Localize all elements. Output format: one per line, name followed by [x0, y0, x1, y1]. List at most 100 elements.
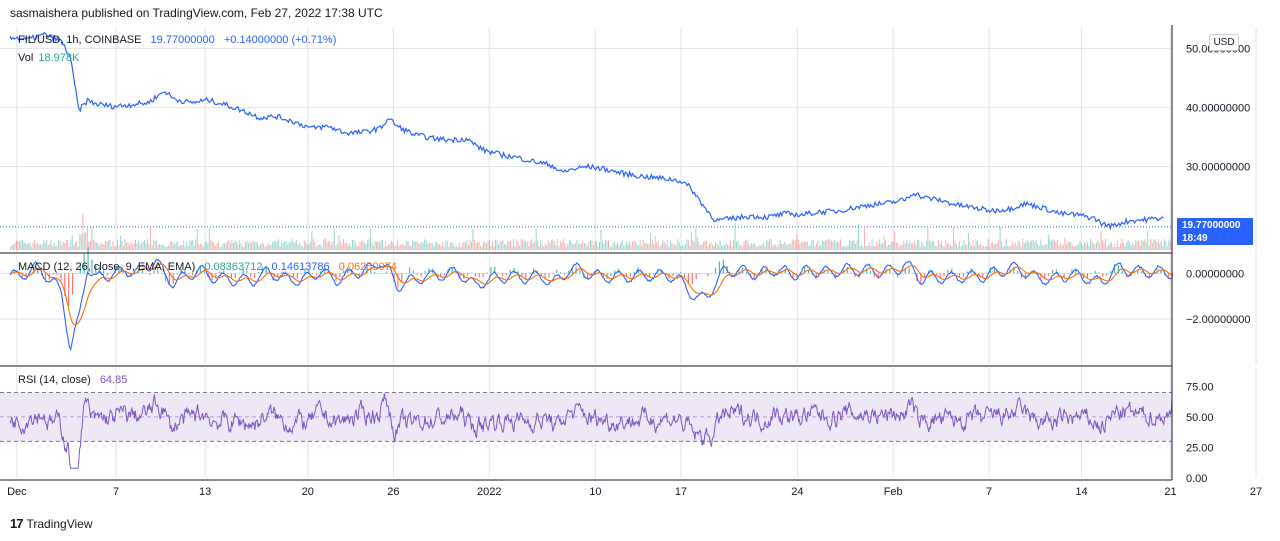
volume-bar — [1141, 240, 1142, 250]
macd-hist-bar — [692, 273, 693, 284]
volume-bar — [486, 243, 487, 250]
volume-bar — [415, 242, 416, 250]
volume-bar — [1063, 245, 1064, 250]
macd-hist-bar — [564, 273, 565, 275]
volume-bar — [542, 244, 543, 250]
macd-hist-bar — [719, 262, 720, 274]
volume-bar — [863, 247, 864, 250]
volume-bar — [1170, 241, 1171, 250]
volume-bar — [873, 246, 874, 250]
footer-brand[interactable]: TradingView — [26, 517, 92, 531]
volume-bar — [548, 240, 549, 250]
volume-bar — [646, 244, 647, 250]
volume-bar — [87, 228, 88, 250]
volume-bar — [634, 241, 635, 250]
macd-hist-bar — [967, 272, 968, 274]
volume-bar — [356, 246, 357, 250]
volume-bar — [631, 246, 632, 250]
volume-bar — [620, 243, 621, 250]
volume-bar — [805, 242, 806, 250]
volume-bar — [185, 247, 186, 250]
volume-bar — [466, 240, 467, 250]
volume-bar — [304, 240, 305, 250]
volume-bar — [1162, 246, 1163, 250]
volume-bar — [52, 246, 53, 250]
volume-bar — [372, 242, 373, 250]
volume-bar — [384, 247, 385, 250]
volume-bar — [518, 242, 519, 250]
volume-bar — [1159, 243, 1160, 250]
volume-bar — [337, 244, 338, 250]
macd-hist-bar — [417, 273, 418, 275]
volume-bar — [150, 227, 151, 250]
volume-bar — [787, 245, 788, 250]
volume-bar — [622, 240, 623, 250]
volume-label[interactable]: Vol — [18, 52, 33, 64]
volume-bar — [549, 244, 550, 250]
volume-bar — [144, 240, 145, 250]
volume-bar — [250, 241, 251, 250]
macd-hist-bar — [250, 273, 251, 276]
volume-bar — [804, 242, 805, 250]
price-axis-label: 40.00000000 — [1186, 103, 1250, 115]
volume-bar — [834, 240, 835, 250]
volume-bar — [593, 245, 594, 250]
volume-bar — [613, 243, 614, 250]
volume-bar — [951, 246, 952, 250]
volume-bar — [1137, 241, 1138, 250]
volume-bar — [459, 242, 460, 250]
volume-bar — [596, 241, 597, 250]
volume-bar — [864, 229, 865, 250]
volume-bar — [826, 240, 827, 250]
volume-bar — [1158, 240, 1159, 250]
macd-label[interactable]: MACD (12, 26, close, 9, EMA, EMA) — [18, 261, 195, 273]
volume-bar — [129, 245, 130, 250]
volume-bar — [719, 240, 720, 250]
volume-bar — [1067, 242, 1068, 250]
macd-hist-bar — [808, 270, 809, 273]
volume-bar — [692, 240, 693, 250]
volume-bar — [551, 240, 552, 250]
volume-bar — [725, 243, 726, 250]
last-price-countdown: 18:49 — [1182, 232, 1253, 245]
volume-bar — [239, 240, 240, 250]
volume-bar — [578, 244, 579, 250]
volume-bar — [933, 241, 934, 250]
volume-bar — [701, 244, 702, 250]
volume-bar — [215, 246, 216, 250]
volume-bar — [462, 243, 463, 250]
volume-bar — [947, 244, 948, 250]
volume-bar — [445, 240, 446, 250]
volume-bar — [658, 241, 659, 250]
volume-bar — [326, 243, 327, 250]
volume-bar — [271, 245, 272, 250]
volume-bar — [21, 241, 22, 250]
volume-bar — [906, 240, 907, 250]
volume-bar — [201, 244, 202, 250]
volume-bar — [664, 242, 665, 250]
currency-button[interactable]: USD — [1209, 34, 1239, 51]
volume-bar — [543, 247, 544, 250]
volume-bar — [555, 245, 556, 250]
volume-bar — [1072, 246, 1073, 250]
volume-bar — [894, 231, 895, 250]
volume-bar — [266, 246, 267, 250]
volume-bar — [1048, 234, 1049, 250]
volume-bar — [311, 231, 312, 250]
volume-bar — [417, 241, 418, 250]
volume-bar — [198, 245, 199, 250]
volume-bar — [938, 240, 939, 250]
volume-bar — [429, 243, 430, 250]
tradingview-logo-icon: 17 — [10, 516, 22, 531]
macd-hist-bar — [610, 273, 611, 276]
volume-bar — [218, 242, 219, 250]
volume-bar — [454, 247, 455, 250]
rsi-label[interactable]: RSI (14, close) — [18, 374, 91, 386]
symbol-price: 19.77000000 — [151, 34, 215, 46]
volume-bar — [674, 244, 675, 250]
volume-bar — [1039, 246, 1040, 250]
volume-bar — [358, 246, 359, 250]
symbol-name[interactable]: FIL/USD, 1h, COINBASE — [18, 34, 141, 46]
volume-bar — [656, 242, 657, 250]
volume-bar — [536, 229, 537, 250]
